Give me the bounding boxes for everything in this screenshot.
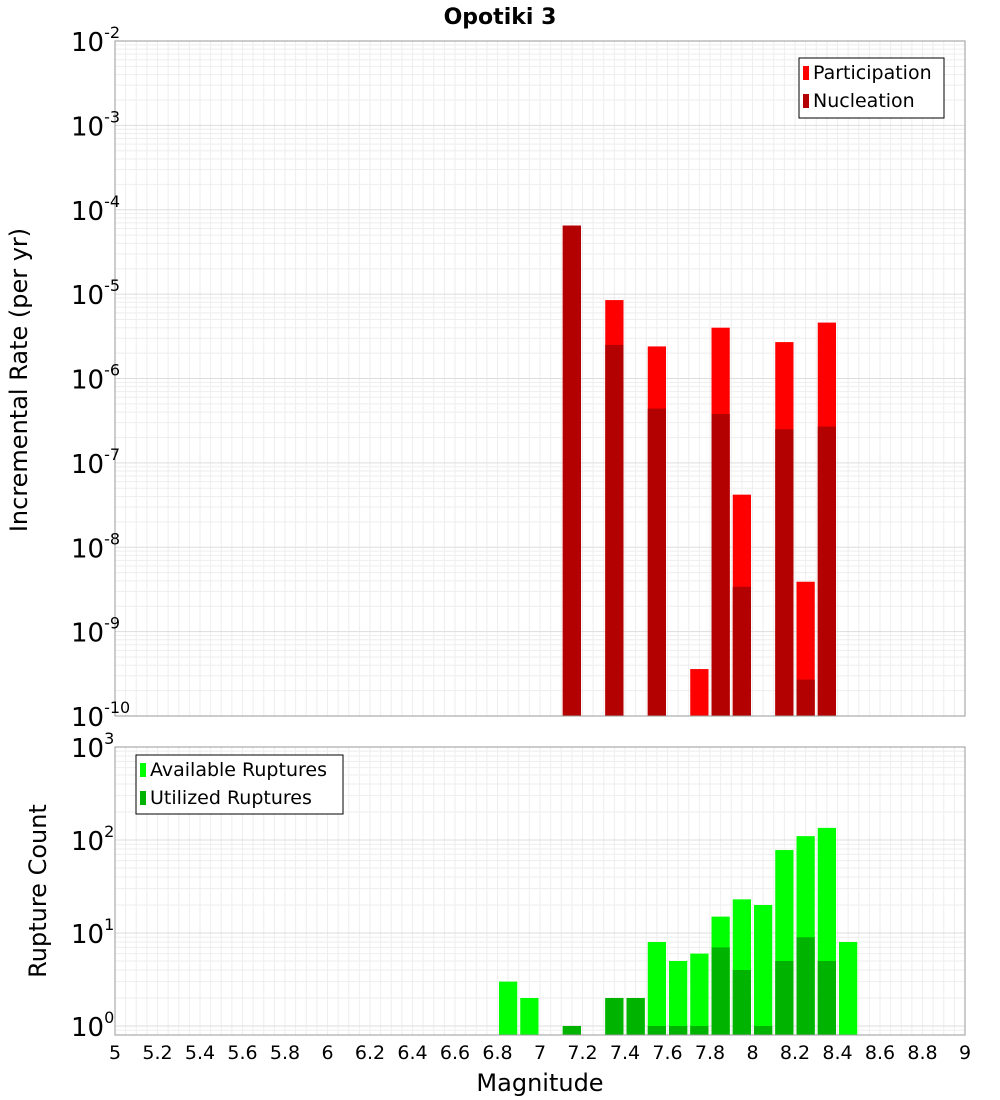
bar bbox=[669, 960, 688, 1035]
x-tick-label: 5.4 bbox=[185, 1042, 215, 1064]
bar bbox=[669, 1025, 688, 1035]
x-tick-label: 8.6 bbox=[865, 1042, 895, 1064]
legend-label: Available Ruptures bbox=[150, 759, 327, 781]
legend-box bbox=[798, 57, 945, 119]
legend-label: Utilized Ruptures bbox=[150, 787, 312, 809]
x-tick-label: 7 bbox=[534, 1042, 546, 1064]
x-tick-label: 9 bbox=[959, 1042, 971, 1064]
y-tick-label: 10-2 bbox=[71, 23, 120, 58]
bar bbox=[754, 1025, 773, 1035]
y-tick-label: 10-9 bbox=[71, 614, 120, 649]
y-tick-label: 101 bbox=[71, 915, 114, 950]
bar bbox=[626, 997, 645, 1035]
y-tick-label: 10-10 bbox=[71, 698, 130, 733]
y-tick-label: 103 bbox=[71, 729, 114, 764]
legend-swatch bbox=[140, 791, 146, 805]
bar bbox=[732, 586, 751, 716]
bottom-y-axis-title: Rupture Count bbox=[24, 804, 52, 978]
y-tick-label: 102 bbox=[71, 822, 114, 857]
bar bbox=[562, 1025, 581, 1035]
legend-label: Nucleation bbox=[813, 90, 915, 112]
legend-swatch bbox=[140, 763, 146, 777]
bar bbox=[647, 942, 666, 1035]
x-tick-label: 6.4 bbox=[397, 1042, 427, 1064]
x-tick-label: 5.6 bbox=[227, 1042, 257, 1064]
bar bbox=[711, 947, 730, 1035]
y-tick-label: 10-5 bbox=[71, 276, 120, 311]
legend-swatch bbox=[803, 66, 809, 80]
x-axis-title: Magnitude bbox=[476, 1069, 603, 1097]
bar bbox=[775, 429, 794, 716]
bar bbox=[817, 426, 836, 716]
bar bbox=[499, 981, 518, 1035]
x-tick-label: 5.2 bbox=[142, 1042, 172, 1064]
bar bbox=[520, 997, 539, 1035]
bar bbox=[690, 669, 709, 716]
x-tick-label: 6 bbox=[321, 1042, 333, 1064]
x-tick-label: 8.4 bbox=[822, 1042, 852, 1064]
rate-frame bbox=[114, 40, 966, 717]
chart-title: Opotiki 3 bbox=[444, 5, 557, 30]
bar bbox=[647, 408, 666, 716]
legend-box bbox=[135, 754, 344, 815]
bar bbox=[817, 960, 836, 1035]
bar bbox=[605, 997, 624, 1035]
rate-series-1 bbox=[562, 225, 836, 716]
bar bbox=[839, 942, 858, 1035]
y-tick-label: 100 bbox=[71, 1008, 114, 1043]
x-tick-label: 6.8 bbox=[482, 1042, 512, 1064]
count-legend: Available Ruptures Utilized Ruptures bbox=[135, 754, 344, 815]
y-tick-label: 10-3 bbox=[71, 107, 120, 142]
x-tick-label: 7.2 bbox=[567, 1042, 597, 1064]
rate-grid bbox=[114, 40, 966, 717]
bar bbox=[562, 225, 581, 716]
bar bbox=[690, 1025, 709, 1035]
x-tick-label: 8.2 bbox=[780, 1042, 810, 1064]
x-tick-label: 5 bbox=[109, 1042, 121, 1064]
count-series-1 bbox=[562, 937, 836, 1035]
bar bbox=[796, 937, 815, 1035]
bar bbox=[732, 969, 751, 1035]
x-tick-label: 6.2 bbox=[355, 1042, 385, 1064]
count-frame bbox=[114, 746, 966, 1036]
x-tick-label: 6.6 bbox=[440, 1042, 470, 1064]
x-tick-label: 7.6 bbox=[652, 1042, 682, 1064]
x-tick-label: 7.8 bbox=[695, 1042, 725, 1064]
bar bbox=[796, 679, 815, 716]
x-tick-label: 7.4 bbox=[610, 1042, 640, 1064]
bar bbox=[754, 904, 773, 1035]
y-tick-label: 10-7 bbox=[71, 445, 120, 480]
x-tick-label: 5.8 bbox=[270, 1042, 300, 1064]
top-y-axis-title: Incremental Rate (per yr) bbox=[5, 228, 33, 532]
bar bbox=[690, 953, 709, 1035]
rate-panel: 10-10 10-9 10-8 10-7 10-6 10-5 10-4 10-3 10-2 Par… bbox=[71, 23, 966, 733]
x-tick-label: 8 bbox=[746, 1042, 758, 1064]
legend-swatch bbox=[803, 94, 809, 108]
y-tick-label: 10-6 bbox=[71, 361, 120, 396]
bar bbox=[647, 1025, 666, 1035]
legend-label: Participation bbox=[813, 62, 932, 84]
bar bbox=[711, 413, 730, 716]
x-tick-label: 8.8 bbox=[907, 1042, 937, 1064]
y-tick-label: 10-8 bbox=[71, 529, 120, 564]
y-tick-label: 10-4 bbox=[71, 192, 120, 227]
bar bbox=[775, 960, 794, 1035]
rate-legend: Participation Nucleation bbox=[798, 57, 945, 119]
bar bbox=[605, 344, 624, 716]
